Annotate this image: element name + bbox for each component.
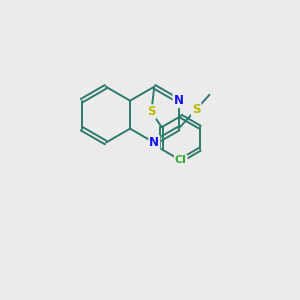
Text: N: N [173, 94, 184, 107]
Text: Cl: Cl [175, 155, 187, 165]
Text: S: S [192, 103, 200, 116]
Text: N: N [149, 136, 159, 149]
Text: S: S [147, 105, 156, 118]
